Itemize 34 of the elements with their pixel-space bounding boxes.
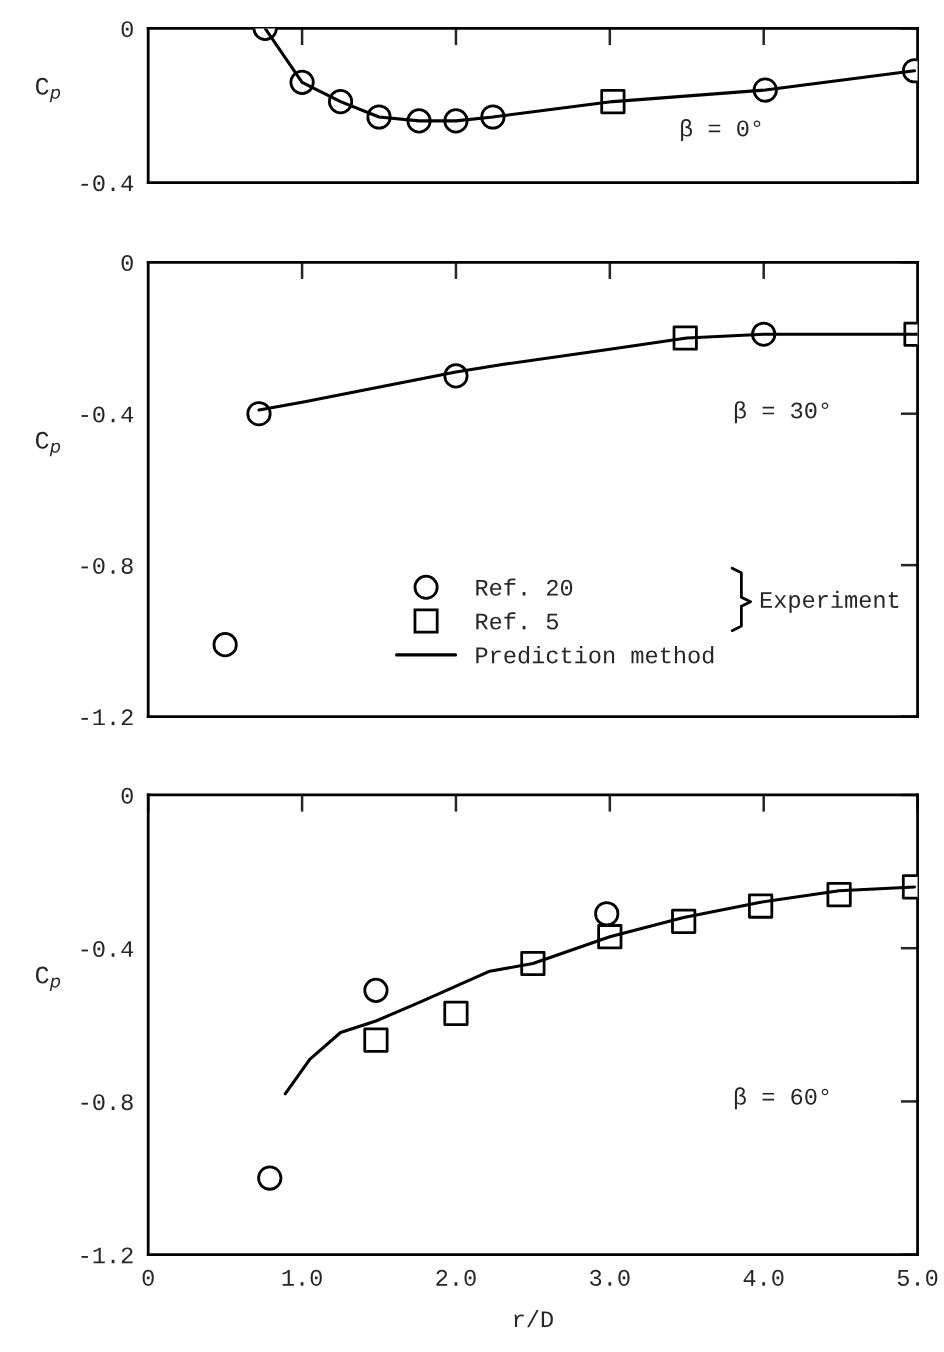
y-tick-label: -0.8 — [81, 557, 133, 574]
y-tick-label: -0.4 — [81, 406, 134, 423]
annotation: β = 30° — [734, 401, 829, 424]
legend-label: Prediction method — [476, 646, 714, 664]
point — [363, 1027, 389, 1053]
legend-label: Ref. 20 — [476, 578, 573, 596]
y-tick-label: 0 — [121, 21, 133, 38]
y-tick-label: -1.2 — [81, 709, 133, 726]
point — [443, 1000, 469, 1026]
annotation: β = 60° — [734, 1087, 829, 1110]
y-axis-title: C$_{p}$ — [35, 77, 61, 103]
y-axis-title: C$_{p}$ — [35, 966, 61, 992]
x-tick-label: 3.0 — [590, 1269, 630, 1286]
x-tick-label: 0 — [142, 1269, 154, 1286]
annotation: β = 0° — [681, 119, 761, 142]
point — [257, 1165, 283, 1191]
y-tick-label: -0.4 — [81, 175, 134, 192]
point — [363, 977, 389, 1003]
y-axis-title: C$_{p}$ — [35, 431, 61, 457]
x-tick-label: 1.0 — [282, 1269, 322, 1286]
x-tick-label: 5.0 — [897, 1269, 938, 1286]
x-tick-label: 4.0 — [743, 1269, 784, 1286]
x-axis-title: r/D — [514, 1310, 553, 1328]
legend-label: Ref. 5 — [476, 612, 558, 630]
y-tick-label: -1.2 — [81, 1247, 133, 1264]
point — [594, 901, 620, 927]
y-tick-label: -0.8 — [81, 1094, 133, 1111]
y-tick-label: 0 — [121, 787, 133, 804]
y-tick-label: -0.4 — [81, 940, 134, 957]
point — [246, 401, 272, 427]
y-tick-label: 0 — [121, 255, 133, 272]
point — [212, 632, 238, 658]
annotation: Experiment — [760, 590, 899, 613]
x-tick-label: 2.0 — [436, 1269, 476, 1286]
